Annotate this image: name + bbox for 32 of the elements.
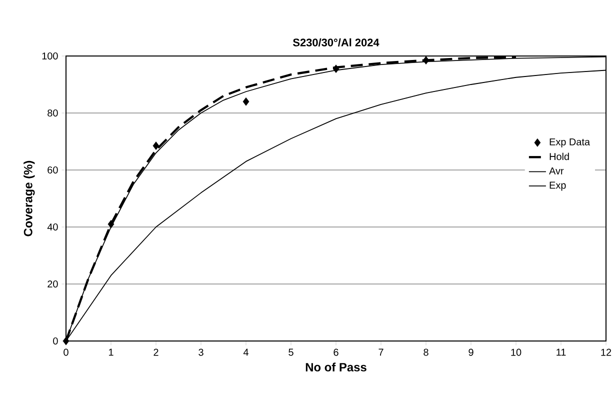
y-tick-label: 40 — [47, 223, 58, 231]
y-axis-title: Coverage (%) — [24, 160, 35, 236]
x-tick-label: 11 — [556, 348, 566, 356]
x-tick-label: 8 — [424, 348, 428, 356]
x-tick-label: 5 — [288, 348, 294, 356]
point — [332, 64, 340, 74]
y-tick-label: 60 — [48, 166, 58, 174]
x-axis-title: No of Pass — [306, 362, 366, 372]
x-tick-label: 9 — [468, 348, 474, 356]
x-tick-label: 6 — [334, 348, 338, 356]
point — [62, 336, 70, 346]
chart-title: S230/30°/Al 2024 — [292, 38, 380, 46]
y-tick-label: 20 — [48, 280, 58, 288]
y-tick-label: 100 — [42, 52, 58, 60]
x-tick-label: 0 — [64, 348, 68, 356]
x-tick-label: 1 — [108, 348, 114, 356]
legend-label: Avr — [549, 167, 564, 174]
x-tick-label: 4 — [243, 348, 248, 356]
x-tick-label: 10 — [511, 348, 522, 356]
x-tick-label: 12 — [601, 348, 612, 356]
x-tick-label: 7 — [378, 348, 384, 356]
point — [422, 56, 430, 64]
legend-label: Exp — [550, 182, 566, 191]
legend-label: Hold — [550, 152, 569, 160]
legend-label: Exp Data — [550, 138, 590, 148]
x-tick-label: 3 — [198, 348, 204, 356]
point — [242, 97, 250, 106]
point — [108, 220, 114, 228]
point — [152, 142, 160, 150]
y-tick-label: 80 — [48, 109, 58, 117]
x-tick-label: 2 — [154, 348, 158, 356]
y-tick-label: 0 — [53, 337, 58, 345]
